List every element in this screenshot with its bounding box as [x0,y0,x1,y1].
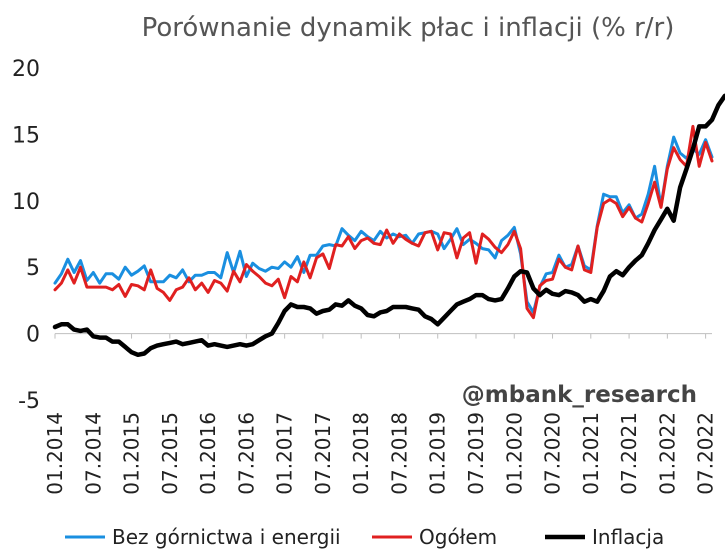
x-tick-label: 07.2018 [387,412,411,495]
legend: Bez górnictwa i energii Ogółem Inflacja [65,525,664,549]
series-line-2 [53,124,714,320]
x-axis: 01.2014 07.2014 01.2015 07.2015 01.2016 07.20… [43,333,718,495]
x-tick-label: 07.2014 [81,412,105,495]
legend-label: Bez górnictwa i energii [112,525,341,549]
x-tick-label: 07.2020 [541,412,565,495]
x-tick-label: 01.2020 [502,412,526,495]
x-tick-label: 01.2018 [349,412,373,495]
watermark: @mbank_research [462,382,697,408]
x-tick-label: 07.2016 [234,412,258,495]
x-tick-label: 01.2022 [655,412,679,495]
x-tick-label: 01.2015 [120,412,144,495]
x-tick-label: 07.2017 [311,412,335,495]
x-tick-label: 07.2021 [617,412,641,495]
series-line-3 [52,93,725,358]
series-line-1 [53,135,714,314]
x-tick-label: 07.2022 [694,412,718,495]
y-axis: -5 0 5 10 15 20 [12,57,40,414]
x-tick-label: 07.2019 [464,412,488,495]
y-tick-label: 5 [26,256,40,281]
plot-area [52,93,725,358]
y-tick-label: -5 [18,389,40,414]
chart-title: Porówn​anie dynamik płac i inflacji (% r… [142,13,675,43]
y-tick-label: 15 [12,123,40,148]
x-tick-label: 01.2017 [273,412,297,495]
legend-label: Inflacja [592,525,664,549]
y-tick-label: 10 [12,190,40,215]
y-tick-label: 20 [12,57,40,82]
x-tick-label: 01.2021 [579,412,603,495]
x-tick-label: 07.2015 [158,412,182,495]
x-tick-label: 01.2014 [43,412,67,495]
x-tick-label: 01.2016 [196,412,220,495]
x-tick-label: 01.2019 [426,412,450,495]
y-tick-label: 0 [26,323,40,348]
legend-label: Ogółem [419,525,497,549]
